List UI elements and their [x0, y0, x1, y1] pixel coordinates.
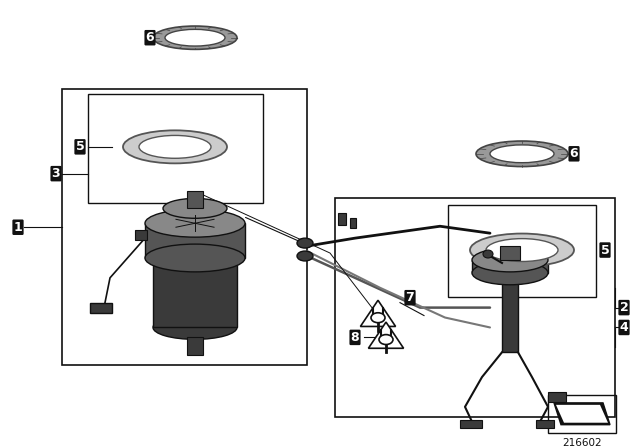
Bar [548, 392, 566, 402]
Ellipse shape [123, 130, 227, 164]
Ellipse shape [139, 135, 211, 158]
Bar [187, 190, 203, 208]
Polygon shape [556, 405, 608, 423]
Ellipse shape [153, 26, 237, 49]
Polygon shape [554, 403, 610, 425]
Ellipse shape [145, 244, 245, 272]
Text: 4: 4 [620, 321, 628, 334]
Bar [62, 89, 307, 365]
Ellipse shape [153, 315, 237, 339]
Text: 2: 2 [620, 301, 628, 314]
Bar [187, 337, 203, 355]
Bar [90, 303, 112, 313]
Bar [448, 205, 596, 297]
Ellipse shape [476, 141, 568, 167]
Ellipse shape [297, 251, 313, 261]
Bar [135, 230, 147, 240]
Bar [460, 420, 482, 428]
Bar [338, 213, 346, 225]
Bar [335, 198, 615, 417]
Ellipse shape [153, 246, 237, 270]
Text: 7: 7 [406, 291, 414, 304]
Bar [145, 223, 245, 258]
Bar [502, 273, 518, 352]
Text: 1: 1 [13, 221, 22, 234]
Ellipse shape [472, 248, 548, 272]
Text: 216602: 216602 [562, 438, 602, 448]
Ellipse shape [490, 145, 554, 163]
Text: 8: 8 [351, 331, 359, 344]
Polygon shape [360, 300, 396, 327]
Text: 6: 6 [570, 147, 579, 160]
Ellipse shape [379, 335, 393, 345]
Bar [472, 260, 548, 273]
Ellipse shape [472, 261, 548, 285]
Polygon shape [369, 322, 404, 348]
Ellipse shape [371, 313, 385, 323]
Ellipse shape [165, 30, 225, 46]
Ellipse shape [297, 238, 313, 248]
Text: 5: 5 [76, 140, 84, 153]
Ellipse shape [470, 233, 574, 267]
Bar [153, 258, 237, 327]
Ellipse shape [486, 239, 558, 262]
Ellipse shape [163, 198, 227, 218]
Ellipse shape [483, 250, 493, 258]
Text: 6: 6 [146, 31, 154, 44]
Bar [88, 94, 263, 203]
Text: 3: 3 [52, 167, 60, 180]
Text: 5: 5 [600, 244, 609, 257]
Bar [536, 420, 554, 428]
Ellipse shape [145, 209, 245, 237]
Bar [350, 218, 356, 228]
Bar [548, 395, 616, 433]
Bar [500, 246, 520, 260]
